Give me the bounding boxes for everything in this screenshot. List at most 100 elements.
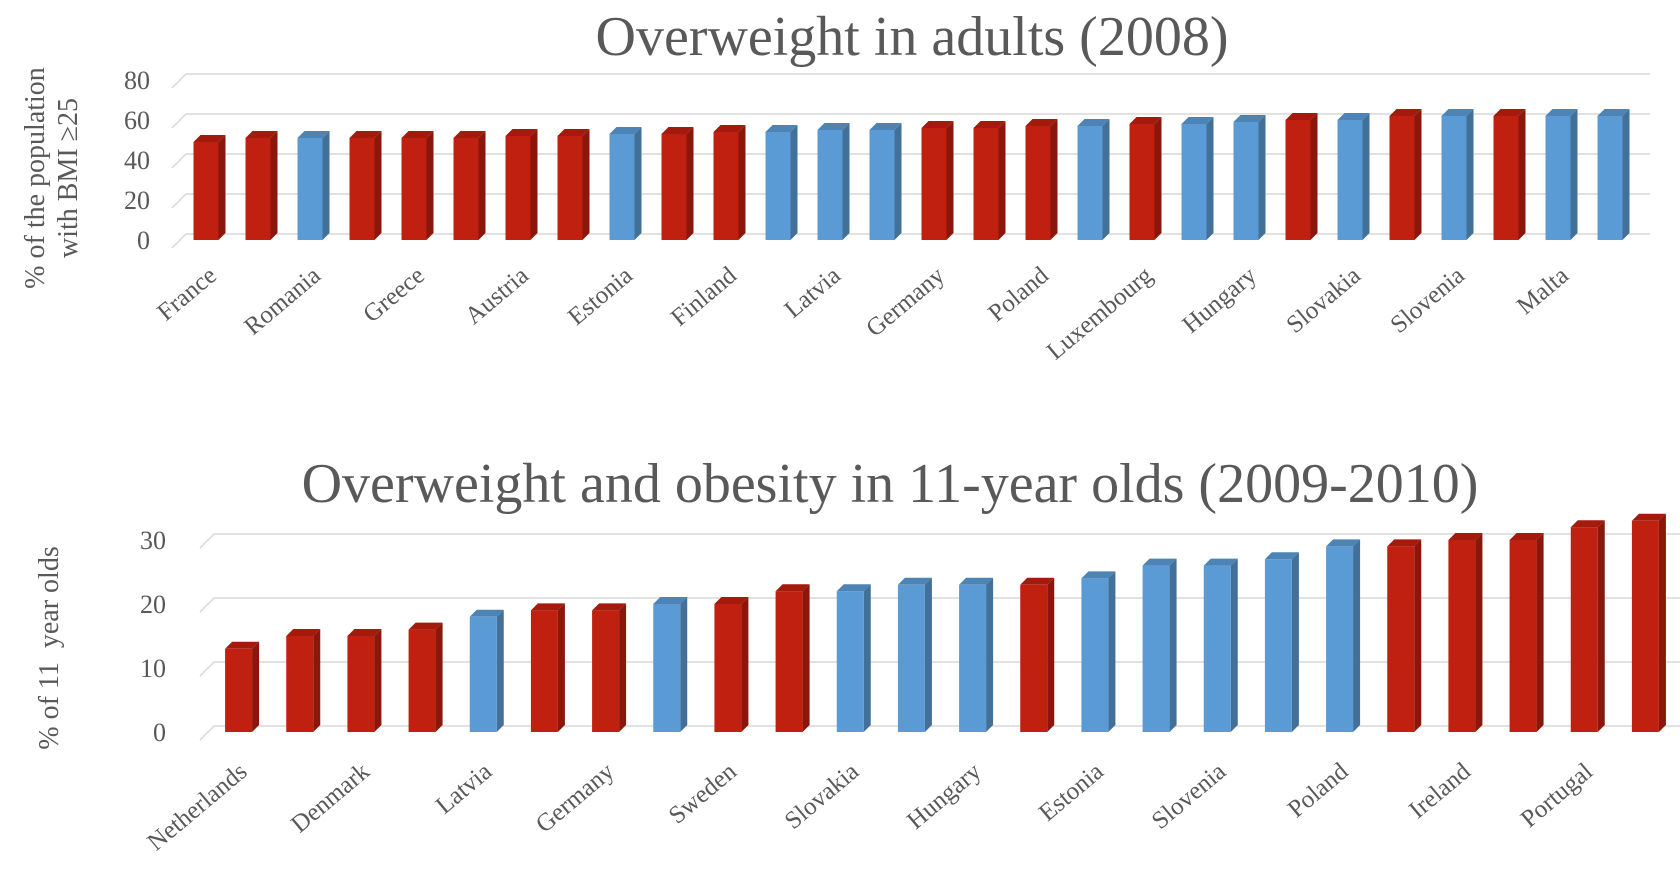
bar <box>1545 109 1578 240</box>
y-tick-label: 0 <box>137 226 150 255</box>
category-label: Latvia <box>780 262 846 324</box>
bar-front <box>836 591 864 732</box>
bar-front <box>297 138 323 240</box>
bar-front <box>1285 120 1311 240</box>
category-label: Finland <box>666 262 742 332</box>
bar-side <box>252 641 260 732</box>
bar-side <box>1230 558 1238 732</box>
bar-front <box>869 130 895 240</box>
chart-1-y-axis-label: % of the population with BMI ≥25 <box>20 67 84 289</box>
category-label: Germany <box>531 758 620 839</box>
y-tick-label: 80 <box>124 66 150 95</box>
bar-side <box>582 129 590 240</box>
bar <box>1081 571 1116 732</box>
bar-side <box>1258 115 1266 240</box>
category-label: Portugal <box>1516 758 1598 833</box>
bar-side <box>863 584 871 732</box>
bar-front <box>225 648 253 732</box>
bar-top <box>1441 109 1474 116</box>
bar <box>1203 558 1238 732</box>
bar-side <box>1291 552 1299 732</box>
bar-front <box>1326 546 1354 732</box>
bar-side <box>1597 520 1605 732</box>
bar-top <box>286 629 321 636</box>
bar <box>592 603 627 732</box>
y-tick-label: 0 <box>153 718 166 747</box>
bar-side <box>1353 539 1361 732</box>
bar-side <box>1414 539 1422 732</box>
y-tick-label: 10 <box>140 654 166 683</box>
bar-side <box>1466 109 1474 240</box>
bar-top <box>349 131 382 138</box>
category-label: Slovakia <box>1281 262 1365 339</box>
bar <box>661 127 694 240</box>
bar-top <box>408 622 443 630</box>
bar-front <box>714 604 742 732</box>
bar-top <box>1025 119 1058 126</box>
category-label: Romania <box>239 262 326 341</box>
bar <box>469 609 504 732</box>
bar <box>1441 109 1474 240</box>
bar <box>297 131 330 240</box>
bar-top <box>959 577 994 585</box>
bar <box>401 131 434 240</box>
bar-front <box>1337 120 1363 240</box>
bar-top <box>245 131 278 138</box>
bar-front <box>775 591 803 732</box>
bar-top <box>775 584 810 592</box>
bar-side <box>426 131 434 240</box>
bar-side <box>738 125 746 240</box>
bar-side <box>322 131 330 240</box>
bar-top <box>347 629 382 636</box>
bar <box>869 123 902 240</box>
bar-front <box>1441 116 1467 240</box>
bar-front <box>592 610 620 732</box>
bar-front <box>193 142 219 240</box>
bar <box>1631 513 1666 732</box>
bar-side <box>741 597 749 732</box>
gridline-20 <box>171 193 1650 209</box>
bar-side <box>1362 113 1370 240</box>
bar-side <box>686 127 694 240</box>
bar-side <box>1518 109 1526 240</box>
bar <box>1509 533 1544 732</box>
gridline-10 <box>199 661 1680 677</box>
bar-top <box>469 609 504 617</box>
bar-front <box>959 584 987 732</box>
bar-side <box>313 629 321 732</box>
bar-side <box>374 629 382 732</box>
bar-side <box>894 123 902 240</box>
bar <box>1233 115 1266 240</box>
bar <box>1597 109 1630 240</box>
bar <box>505 129 538 240</box>
bar-top <box>973 121 1006 128</box>
bar-top <box>557 129 590 136</box>
bar-front <box>609 134 635 240</box>
bar <box>1387 539 1422 732</box>
bar-front <box>1077 126 1103 240</box>
bar-top <box>1631 513 1666 521</box>
bar-top <box>653 597 688 604</box>
bar-top <box>714 597 749 604</box>
chart-1-y-ticks: 0 20 40 60 80 <box>124 66 150 255</box>
bar-side <box>802 584 810 732</box>
chart-2-y-axis-label-line-1: % of 11 year olds <box>34 546 65 749</box>
bar-top <box>1509 533 1544 540</box>
bar-top <box>592 603 627 611</box>
bar-front <box>530 610 558 732</box>
bar <box>609 127 642 240</box>
gridline-20 <box>199 597 1680 613</box>
gridline-0 <box>171 233 1650 249</box>
category-label: Hungary <box>1177 262 1262 339</box>
bar-side <box>478 131 486 240</box>
bar-front <box>401 138 427 240</box>
bar-top <box>297 131 330 138</box>
category-label: Estonia <box>1034 758 1109 827</box>
bar <box>245 131 278 240</box>
bar-top <box>817 123 850 130</box>
bar <box>713 125 746 240</box>
bar <box>349 131 382 240</box>
bar-front <box>245 138 271 240</box>
bar <box>714 597 749 732</box>
